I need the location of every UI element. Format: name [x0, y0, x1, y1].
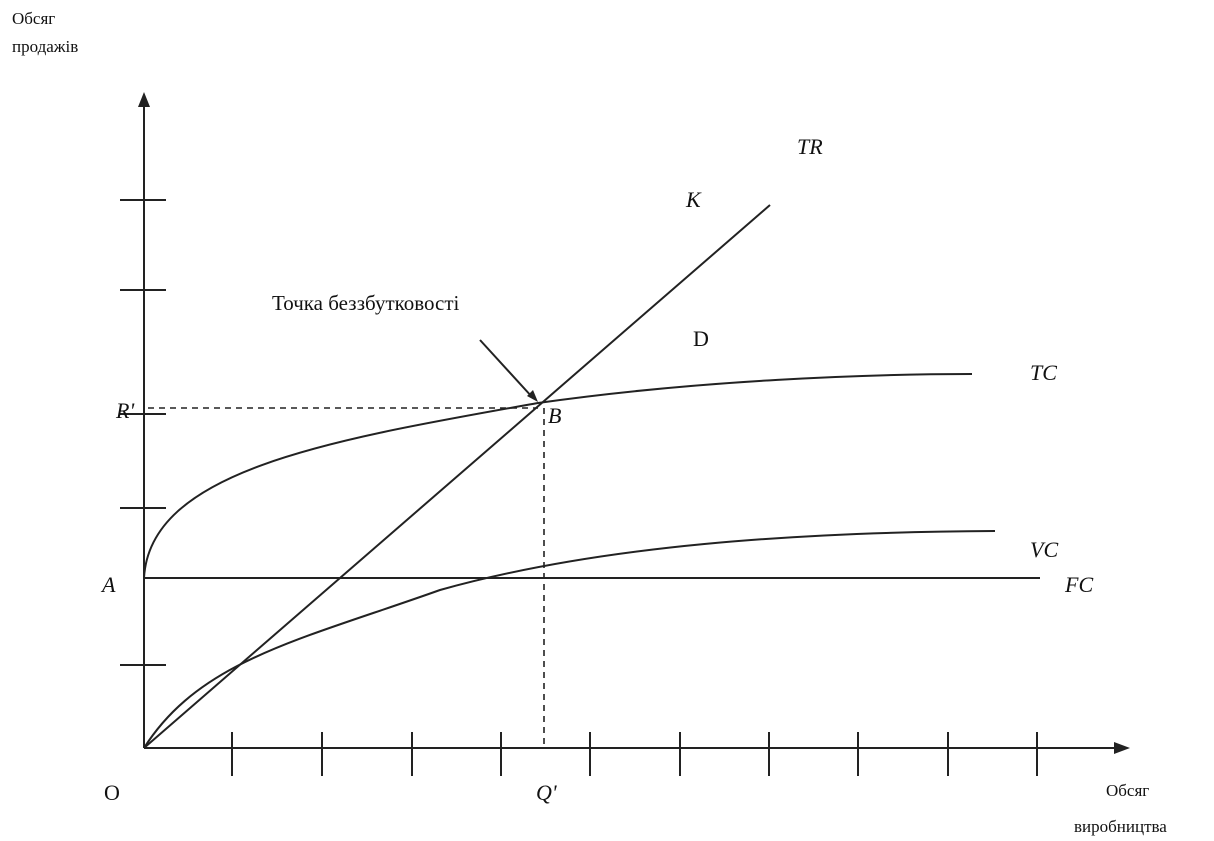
y-axis-label-line1: Обсяг [12, 9, 55, 28]
d-label: D [693, 326, 709, 351]
tr-line [143, 204, 771, 749]
origin-label: O [104, 780, 120, 805]
a-label: A [100, 572, 116, 597]
k-label: K [685, 187, 702, 212]
b-label: B [548, 403, 561, 428]
vc-label: VC [1030, 537, 1058, 562]
q-label: Q' [536, 780, 557, 805]
y-axis-arrow [138, 92, 150, 107]
tc-curve [143, 373, 973, 579]
breakeven-pointer [479, 339, 534, 399]
x-axis-arrow [1114, 742, 1130, 754]
breakeven-annotation: Точка беззбутковості [272, 291, 460, 315]
tr-label: TR [797, 134, 823, 159]
x-axis-label-line1: Обсяг [1106, 781, 1149, 800]
fc-label: FC [1064, 572, 1093, 597]
x-axis-label-line2: виробництва [1074, 817, 1167, 836]
breakeven-arrowhead [527, 390, 538, 402]
y-ticks [120, 199, 166, 666]
vc-curve [143, 530, 996, 749]
x-ticks [231, 732, 1038, 776]
y-axis-label-line2: продажів [12, 37, 78, 56]
tc-label: TC [1030, 360, 1057, 385]
r-label: R' [115, 398, 134, 423]
